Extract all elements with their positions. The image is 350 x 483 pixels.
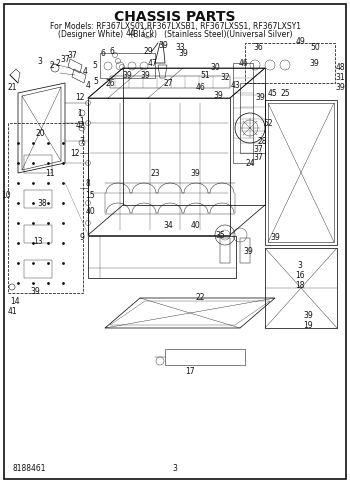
Text: 48: 48 [335,63,345,72]
Text: 44: 44 [125,28,135,38]
Bar [220,238,230,263]
Bar [24,225,52,243]
Bar [233,63,253,163]
Text: 3: 3 [298,260,302,270]
Text: (Designer White)   (Black)   (Stainless Steel)(Universal Silver): (Designer White) (Black) (Stainless Stee… [58,30,292,39]
Text: 9: 9 [79,233,84,242]
Text: 34: 34 [163,221,173,229]
Text: 1: 1 [80,116,84,126]
Bar [24,190,52,208]
Bar [265,100,337,245]
Text: 28: 28 [257,137,267,145]
Text: 2: 2 [50,60,54,70]
Text: 32: 32 [220,73,230,83]
Text: 13: 13 [33,237,43,245]
Text: 39: 39 [270,233,280,242]
Text: 29: 29 [143,46,153,56]
Text: 3: 3 [37,57,42,66]
Text: 6: 6 [100,48,105,57]
Text: 33: 33 [175,43,185,53]
Text: 31: 31 [335,73,345,83]
Text: 27: 27 [163,79,173,87]
Text: 18: 18 [295,281,305,289]
Text: 49: 49 [295,37,305,45]
Bar [24,260,52,278]
Text: 39: 39 [30,286,40,296]
Text: CHASSIS PARTS: CHASSIS PARTS [114,10,236,24]
Bar [265,248,337,328]
Text: 2: 2 [56,58,61,68]
Text: 43: 43 [230,81,240,89]
Bar [240,83,265,153]
Text: 40: 40 [85,207,95,215]
Text: 19: 19 [303,321,313,329]
Text: 46: 46 [195,84,205,93]
Text: 38: 38 [37,199,47,208]
Text: 14: 14 [10,297,20,306]
Text: 37: 37 [253,144,263,154]
Text: 39: 39 [303,311,313,319]
Text: 6: 6 [110,46,114,56]
Text: 51: 51 [200,71,210,80]
Text: 37: 37 [253,153,263,161]
Text: 7: 7 [79,137,84,145]
Text: 4: 4 [85,81,90,89]
Text: 4: 4 [83,67,88,75]
Text: 39: 39 [122,71,132,80]
Text: 8: 8 [86,179,90,187]
Text: For Models: RF367LXS01,RF367LXSB1, RF367LXSS1, RF367LXSY1: For Models: RF367LXS01,RF367LXSB1, RF367… [49,22,301,31]
Text: 12: 12 [70,148,80,157]
Text: 39: 39 [243,246,253,256]
Text: 3: 3 [173,464,177,473]
Text: 25: 25 [280,88,290,98]
Bar [240,238,250,263]
Text: 21: 21 [7,84,17,93]
Text: 50: 50 [310,43,320,52]
Text: 5: 5 [92,60,97,70]
Text: 46: 46 [238,58,248,68]
Bar [110,76,230,88]
Bar [100,53,155,78]
Bar [245,43,335,83]
Text: 1: 1 [78,109,82,117]
Bar [24,155,52,173]
Text: 39: 39 [190,169,200,177]
Text: 39: 39 [178,48,188,57]
Text: 37: 37 [60,55,70,63]
Text: 8188461: 8188461 [12,464,46,473]
Text: 47: 47 [147,58,157,68]
Bar [8,123,83,293]
Text: 26: 26 [105,79,115,87]
Text: 5: 5 [93,76,98,85]
Text: 39: 39 [335,84,345,93]
Bar [88,236,236,278]
Text: 36: 36 [253,43,263,52]
Text: 52: 52 [263,118,273,128]
Text: 39: 39 [213,90,223,99]
Text: 39: 39 [255,94,265,102]
Text: 30: 30 [210,63,220,72]
Text: 17: 17 [185,367,195,375]
Text: 11: 11 [45,169,55,177]
Text: 42: 42 [75,120,85,129]
Text: 39: 39 [140,71,150,80]
Text: 23: 23 [150,169,160,177]
Text: 35: 35 [215,230,225,240]
Text: 12: 12 [75,94,85,102]
Text: 45: 45 [267,88,277,98]
Text: 37: 37 [67,51,77,59]
Text: 10: 10 [1,190,11,199]
Text: 20: 20 [35,128,45,138]
Text: 16: 16 [295,270,305,280]
Text: 22: 22 [195,294,205,302]
Bar [268,103,334,242]
Text: 40: 40 [190,221,200,229]
Text: 15: 15 [85,190,95,199]
Text: 39: 39 [158,42,168,51]
Text: 39: 39 [309,58,319,68]
Bar [165,349,245,365]
Text: 41: 41 [7,307,17,315]
Text: 24: 24 [245,158,255,168]
